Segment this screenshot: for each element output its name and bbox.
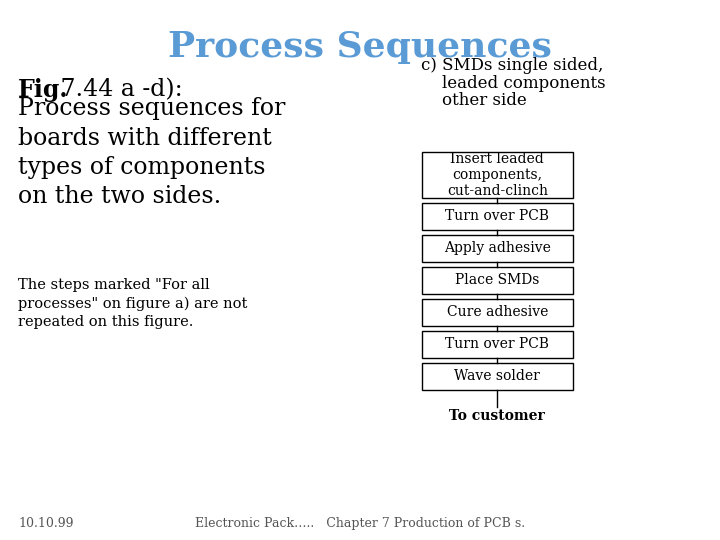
Text: c) SMDs single sided,: c) SMDs single sided,	[421, 57, 603, 73]
Text: Place SMDs: Place SMDs	[455, 273, 539, 287]
Text: Process sequences for
boards with different
types of components
on the two sides: Process sequences for boards with differ…	[18, 97, 285, 208]
Text: 10.10.99: 10.10.99	[18, 517, 73, 530]
FancyBboxPatch shape	[422, 331, 572, 358]
FancyBboxPatch shape	[422, 363, 572, 390]
Text: The steps marked "For all
processes" on figure a) are not
repeated on this figur: The steps marked "For all processes" on …	[18, 278, 248, 329]
FancyBboxPatch shape	[422, 267, 572, 294]
Text: Process Sequences: Process Sequences	[168, 30, 552, 64]
Text: Apply adhesive: Apply adhesive	[444, 241, 551, 255]
Text: To customer: To customer	[449, 409, 545, 423]
Text: Wave solder: Wave solder	[454, 369, 540, 383]
Text: Turn over PCB: Turn over PCB	[446, 210, 549, 224]
FancyBboxPatch shape	[422, 203, 572, 230]
FancyBboxPatch shape	[422, 299, 572, 326]
Text: leaded components: leaded components	[421, 75, 606, 91]
Text: Turn over PCB: Turn over PCB	[446, 338, 549, 352]
Text: Electronic Pack…..   Chapter 7 Production of PCB s.: Electronic Pack….. Chapter 7 Production …	[195, 517, 525, 530]
Text: Insert leaded
components,
cut-and-clinch: Insert leaded components, cut-and-clinch	[447, 152, 548, 198]
Text: Cure adhesive: Cure adhesive	[446, 306, 548, 319]
Text: other side: other side	[421, 92, 527, 109]
Text: Fig.: Fig.	[18, 78, 68, 102]
FancyBboxPatch shape	[422, 152, 572, 198]
Text: 7.44 a -d):: 7.44 a -d):	[53, 78, 182, 102]
FancyBboxPatch shape	[422, 235, 572, 262]
